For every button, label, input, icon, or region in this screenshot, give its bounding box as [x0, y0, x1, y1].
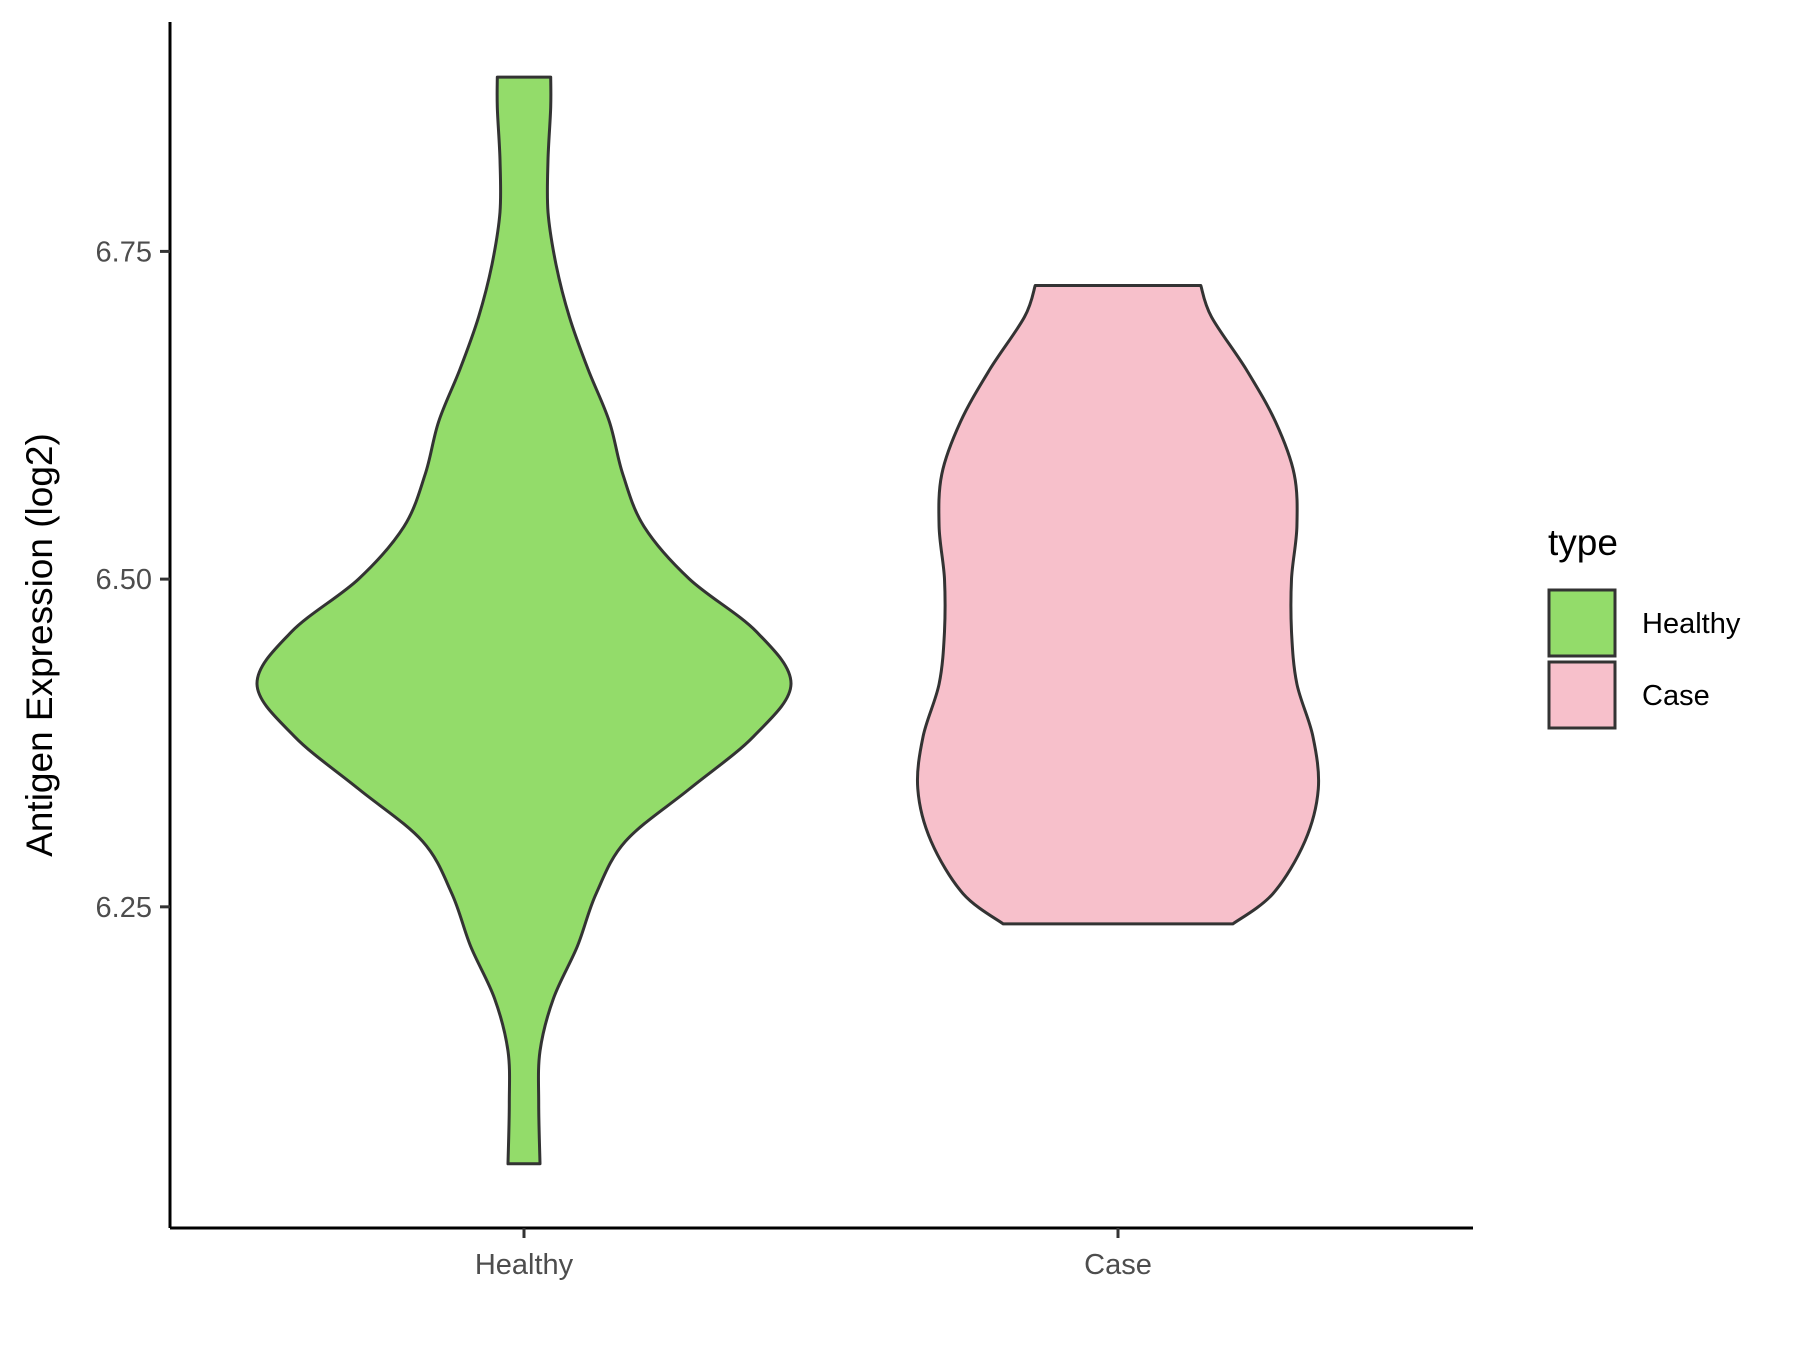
- legend-items: Healthy Case: [1547, 588, 1741, 730]
- x-tick-label: Healthy: [475, 1249, 574, 1281]
- y-axis-ticks: 6.25 6.50 6.75: [96, 236, 170, 924]
- legend-label-case: Case: [1642, 680, 1710, 712]
- violin-case: [915, 284, 1321, 926]
- legend-key-case: [1547, 660, 1617, 730]
- violins-layer: [255, 75, 1321, 1166]
- violin-healthy: [255, 75, 793, 1166]
- legend-key-healthy: [1547, 588, 1617, 658]
- y-tick-label: 6.75: [96, 236, 152, 268]
- y-axis-title: Antigen Expression (log2): [19, 433, 60, 857]
- axes-layer: [168, 22, 1473, 1230]
- x-tick-label: Case: [1084, 1249, 1152, 1281]
- legend-title: type: [1548, 522, 1618, 563]
- y-tick-label: 6.25: [96, 892, 152, 924]
- y-tick-label: 6.50: [96, 564, 152, 596]
- legend-label-healthy: Healthy: [1642, 608, 1741, 640]
- x-axis-ticks: Healthy Case: [475, 1228, 1152, 1281]
- legend: type Healthy Case: [1547, 522, 1741, 730]
